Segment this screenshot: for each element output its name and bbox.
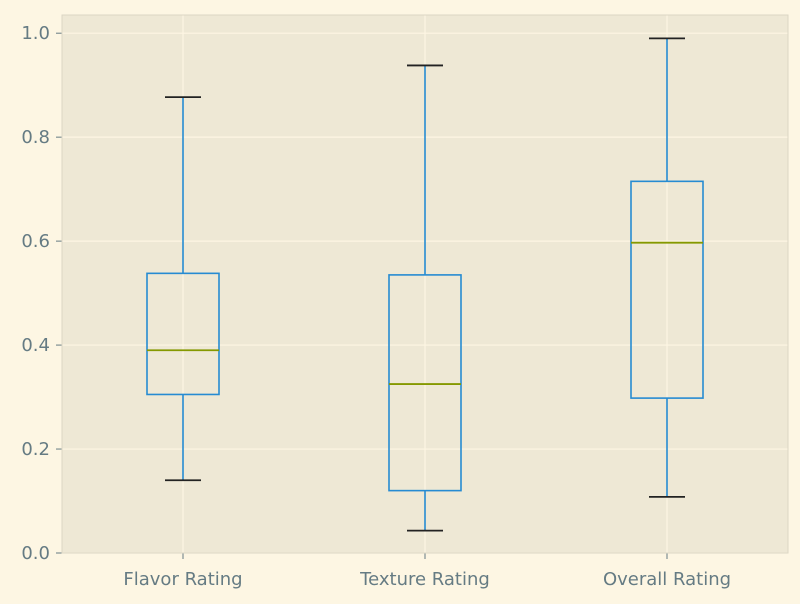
y-tick-label: 1.0 bbox=[21, 23, 50, 44]
axes: 0.0 0.2 0.4 0.6 0.8 1.0 Flavor Rating Texture R… bbox=[21, 14, 789, 590]
box-iqr bbox=[630, 180, 704, 399]
y-tick-label: 0.0 bbox=[21, 543, 50, 564]
box-iqr bbox=[146, 272, 220, 396]
y-tick-label: 0.8 bbox=[21, 127, 50, 148]
y-tick-label: 0.6 bbox=[21, 231, 50, 252]
box-group bbox=[146, 96, 220, 482]
x-tick-label: Overall Rating bbox=[603, 569, 731, 590]
box-group bbox=[388, 64, 462, 532]
x-tick-label: Flavor Rating bbox=[123, 569, 242, 590]
y-tick-label: 0.4 bbox=[21, 335, 50, 356]
plot-frame bbox=[61, 14, 789, 554]
box-group bbox=[630, 37, 704, 498]
y-tick-label: 0.2 bbox=[21, 439, 50, 460]
boxes bbox=[146, 37, 704, 532]
box-iqr bbox=[388, 274, 462, 492]
x-tick-label: Texture Rating bbox=[359, 569, 490, 590]
